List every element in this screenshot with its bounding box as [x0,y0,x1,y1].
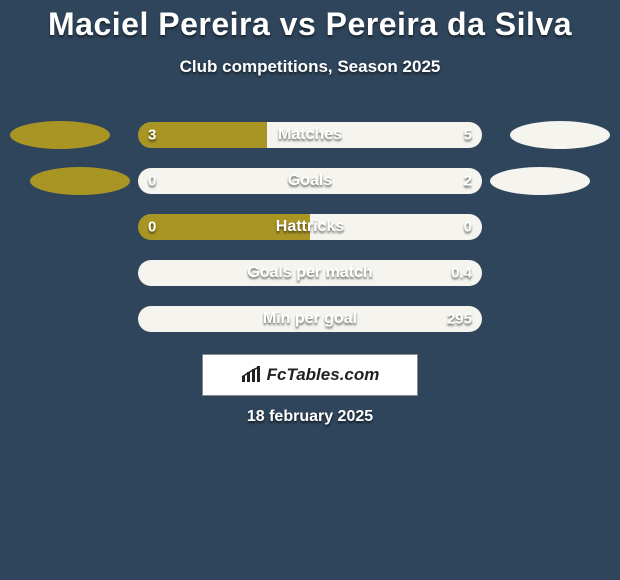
stat-value-left: 0 [148,219,156,236]
stat-bar: Goals [138,168,482,194]
player-left-marker [30,167,130,195]
player-left-marker [10,121,110,149]
stat-value-right: 0 [464,219,472,236]
player-right-marker [510,121,610,149]
stat-row: Goals 0 2 [0,158,620,204]
date-line: 18 february 2025 [0,408,620,426]
brand-box: FcTables.com [202,354,418,396]
brand-chart-icon [241,366,263,384]
stat-row: Goals per match 0.4 [0,250,620,296]
stat-value-right: 0.4 [451,265,472,282]
stat-label: Hattricks [276,218,344,236]
page-title: Maciel Pereira vs Pereira da Silva [0,0,620,43]
stat-row: Matches 3 5 [0,112,620,158]
stat-bar-left [138,122,267,148]
stat-rows-container: Matches 3 5 Goals 0 2 Hattricks 0 0 Goals per mat… [0,112,620,342]
stat-value-right: 295 [447,311,472,328]
stat-value-left: 0 [148,173,156,190]
player-right-marker [490,167,590,195]
brand-text: FcTables.com [267,365,380,385]
stat-label: Goals [288,172,332,190]
stat-row: Min per goal 295 [0,296,620,342]
comparison-infographic: Maciel Pereira vs Pereira da Silva Club … [0,0,620,580]
stat-bar: Matches [138,122,482,148]
stat-label: Matches [278,126,342,144]
stat-bar: Goals per match [138,260,482,286]
stat-value-left: 3 [148,127,156,144]
stat-row: Hattricks 0 0 [0,204,620,250]
stat-bar: Hattricks [138,214,482,240]
stat-value-right: 2 [464,173,472,190]
stat-label: Min per goal [263,310,357,328]
stat-value-right: 5 [464,127,472,144]
page-subtitle: Club competitions, Season 2025 [0,57,620,77]
stat-bar: Min per goal [138,306,482,332]
stat-label: Goals per match [247,264,372,282]
